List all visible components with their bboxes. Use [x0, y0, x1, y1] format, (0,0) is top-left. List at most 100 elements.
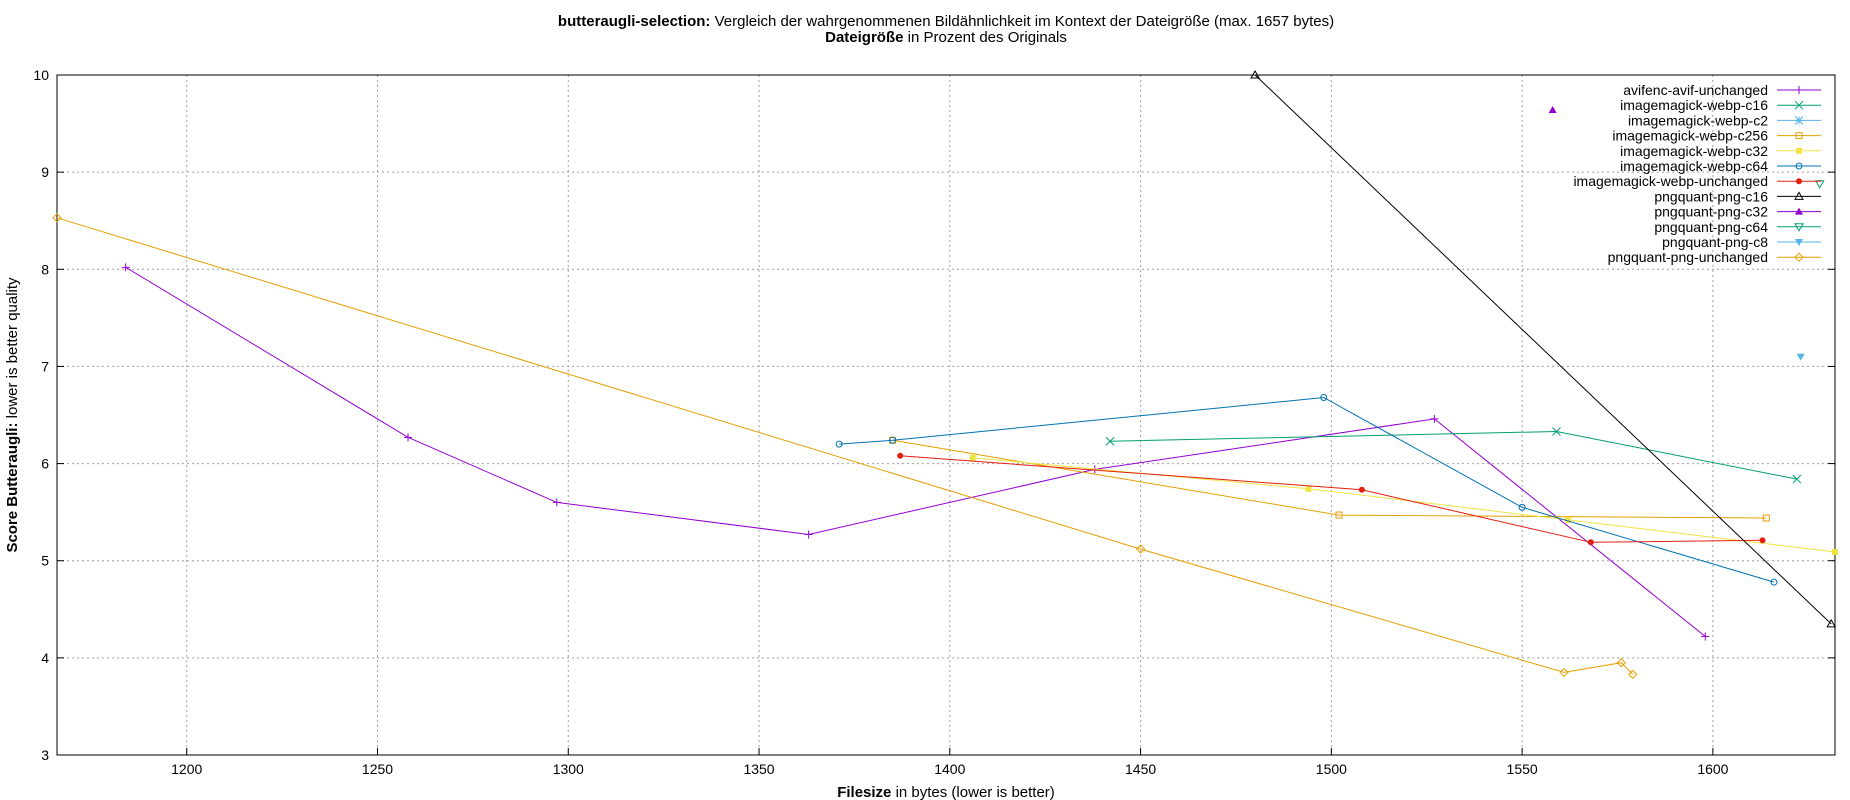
legend-marker — [1795, 86, 1803, 94]
series-line — [1254, 74, 1832, 625]
series-line — [56, 217, 1634, 675]
series-line — [892, 439, 1767, 519]
legend-entry: pngquant-png-c16 — [1654, 188, 1821, 204]
x-tick-label: 1350 — [743, 761, 774, 777]
x-tick-label: 1300 — [553, 761, 584, 777]
series-pngquant-png-c32 — [1548, 105, 1557, 113]
data-point — [121, 263, 130, 272]
series-pngquant-png-c16 — [1250, 69, 1837, 628]
data-point — [1320, 394, 1328, 402]
chart-title-rest: Vergleich der wahrgenommenen Bildähnlich… — [710, 13, 1334, 30]
y-tick-label: 3 — [41, 747, 49, 763]
legend-marker — [1795, 132, 1803, 140]
data-point — [1796, 353, 1805, 361]
series-imagemagick-webp-c64 — [835, 394, 1778, 586]
x-tick-label: 1600 — [1697, 761, 1728, 777]
y-tick-label: 7 — [41, 358, 49, 374]
legend-marker — [1795, 162, 1803, 170]
data-point — [1518, 503, 1526, 511]
legend-marker — [1795, 207, 1803, 215]
data-point — [1814, 180, 1825, 189]
y-tick-label: 6 — [41, 456, 49, 472]
data-point — [1770, 578, 1778, 586]
series-line — [900, 455, 1763, 543]
series-imagemagick-webp-unchanged — [897, 452, 1766, 546]
chart-title: butteraugli-selection: Vergleich der wah… — [558, 13, 1334, 30]
data-point — [1335, 511, 1343, 519]
x-axis-title-bold: Filesize — [837, 784, 891, 800]
data-point — [804, 530, 813, 539]
data-point — [1135, 544, 1146, 554]
data-point — [552, 498, 561, 507]
series-pngquant-png-c64 — [1814, 180, 1825, 189]
legend-label: avifenc-avif-unchanged — [1623, 82, 1768, 98]
x2-axis-title-rest: in Prozent des Originals — [903, 29, 1066, 46]
y-tick-label: 5 — [41, 553, 49, 569]
legend-marker — [1796, 147, 1802, 154]
data-point — [1305, 485, 1312, 492]
legend-entry: pngquant-png-unchanged — [1608, 249, 1821, 265]
legend-marker — [1794, 100, 1804, 110]
data-point — [1759, 537, 1766, 544]
series-layer — [52, 69, 1838, 680]
legend-marker — [1795, 239, 1803, 246]
data-point — [1430, 414, 1439, 423]
legend-marker — [1796, 178, 1802, 185]
legend-entry: imagemagick-webp-c16 — [1620, 97, 1821, 113]
series-pngquant-png-c8 — [1796, 353, 1805, 361]
x-tick-label: 1450 — [1125, 761, 1156, 777]
data-point — [1564, 516, 1571, 523]
legend-label: pngquant-png-c64 — [1654, 219, 1768, 235]
data-point — [835, 440, 843, 448]
data-point — [404, 433, 413, 442]
y-axis-title: Score Butteraugli: lower is better quali… — [4, 277, 21, 553]
y-tick-label: 10 — [33, 67, 49, 83]
legend-label: pngquant-png-c32 — [1654, 204, 1768, 220]
grid-layer — [57, 75, 1835, 755]
legend-label: pngquant-png-unchanged — [1608, 249, 1768, 265]
x-tick-label: 1200 — [171, 761, 202, 777]
chart-title-bold: butteraugli-selection: — [558, 13, 711, 30]
legend-entry: imagemagick-webp-c256 — [1612, 128, 1821, 144]
y-tick-label: 4 — [41, 650, 49, 666]
legend-entry: pngquant-png-c8 — [1662, 234, 1821, 250]
legend-marker — [1794, 116, 1804, 125]
series-line — [839, 396, 1775, 583]
x-tick-label: 1500 — [1316, 761, 1347, 777]
data-point — [52, 213, 62, 223]
x-axis-title-rest: in bytes (lower is better) — [891, 784, 1054, 800]
x-tick-label: 1550 — [1507, 761, 1538, 777]
series-avifenc-avif-unchanged — [121, 263, 1710, 641]
series-imagemagick-webp-c16 — [1105, 427, 1802, 484]
series-line — [125, 266, 1706, 637]
data-point — [1792, 474, 1802, 484]
data-point — [1826, 618, 1837, 628]
legend-label: pngquant-png-c16 — [1654, 188, 1768, 204]
legend-entry: avifenc-avif-unchanged — [1623, 82, 1821, 98]
data-point — [1250, 69, 1260, 79]
series-pngquant-png-unchanged — [52, 213, 1638, 680]
legend: avifenc-avif-unchangedimagemagick-webp-c… — [1573, 82, 1821, 265]
legend-label: imagemagick-webp-c16 — [1620, 97, 1768, 113]
legend-label: imagemagick-webp-c32 — [1620, 143, 1768, 159]
data-point — [897, 452, 904, 459]
legend-entry: pngquant-png-c32 — [1654, 204, 1821, 220]
plot-frame — [56, 74, 1836, 756]
data-point — [969, 454, 976, 461]
x-tick-label: 1400 — [934, 761, 965, 777]
legend-entry: imagemagick-webp-c32 — [1620, 143, 1821, 159]
data-point — [1762, 514, 1770, 522]
data-point — [1628, 669, 1638, 680]
legend-marker — [1794, 252, 1804, 262]
series-imagemagick-webp-c256 — [889, 436, 1770, 522]
data-point — [1559, 667, 1569, 678]
y-axis-title-rest: lower is better quality — [4, 277, 21, 423]
data-point — [1587, 539, 1594, 546]
legend-label: imagemagick-webp-unchanged — [1573, 173, 1768, 189]
x2-axis-title-bold: Dateigröße — [825, 29, 903, 46]
x-tick-label: 1250 — [362, 761, 393, 777]
legend-marker — [1794, 223, 1804, 232]
y-tick-label: 9 — [41, 164, 49, 180]
legend-entry: pngquant-png-c64 — [1654, 219, 1821, 235]
